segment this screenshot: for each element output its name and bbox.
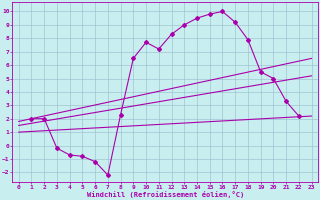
X-axis label: Windchill (Refroidissement éolien,°C): Windchill (Refroidissement éolien,°C) [86, 191, 244, 198]
